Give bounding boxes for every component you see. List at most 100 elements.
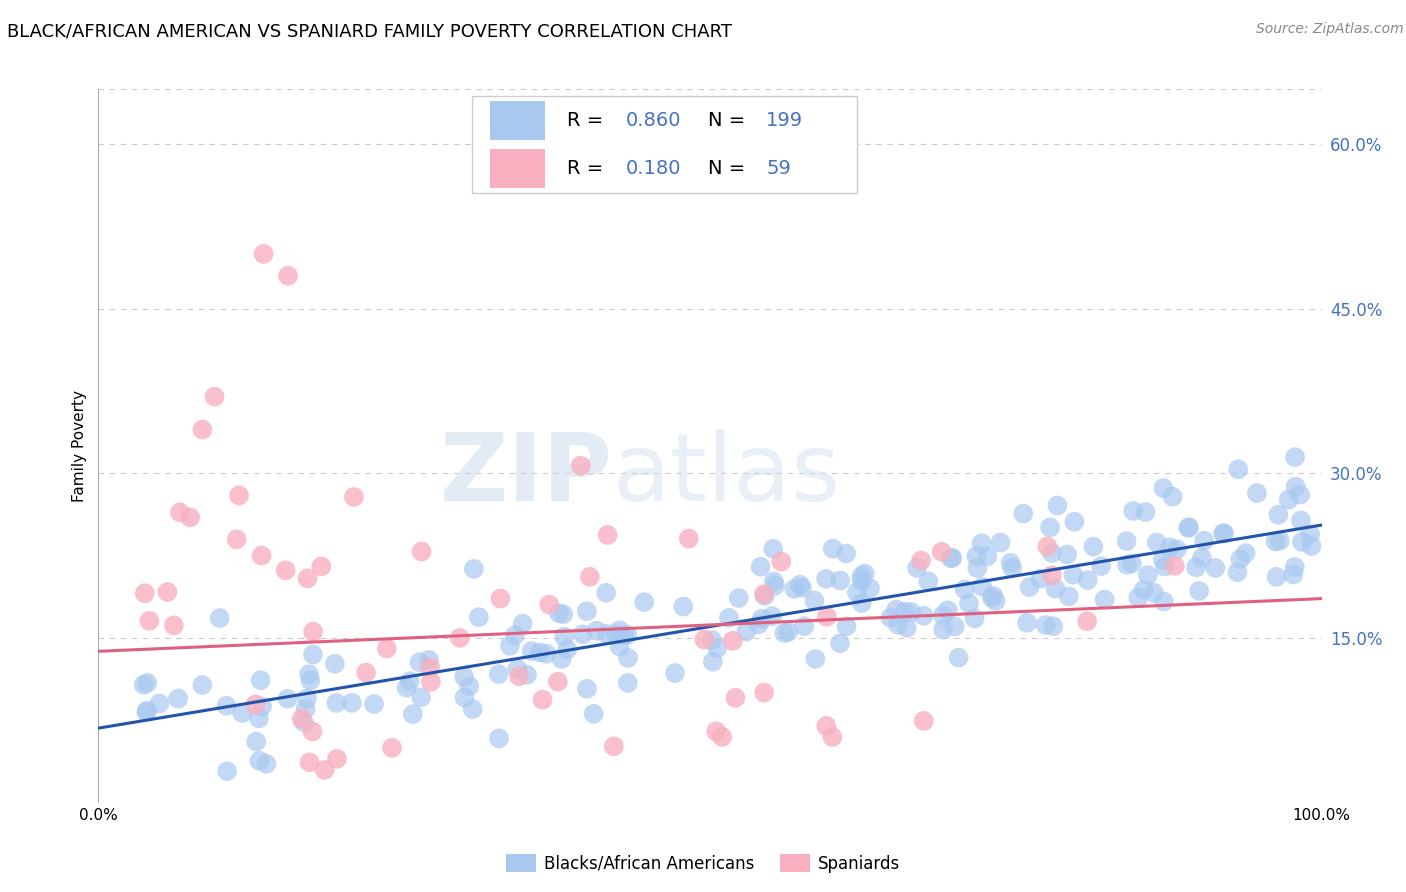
FancyBboxPatch shape xyxy=(489,149,546,188)
Point xyxy=(828,636,851,650)
Y-axis label: Family Poverty: Family Poverty xyxy=(72,390,87,502)
Point xyxy=(617,676,640,690)
Point xyxy=(815,719,838,733)
Point xyxy=(354,665,377,680)
Point xyxy=(550,652,572,666)
Point xyxy=(250,549,273,563)
Point xyxy=(163,618,186,632)
Point xyxy=(616,628,638,642)
Point xyxy=(323,657,346,671)
Point xyxy=(1191,550,1213,565)
Point xyxy=(1229,552,1251,566)
Point xyxy=(148,697,170,711)
Point xyxy=(488,667,510,681)
Point xyxy=(1226,566,1249,580)
Point xyxy=(204,390,226,404)
Point xyxy=(1143,586,1166,600)
Point xyxy=(941,550,963,565)
Point xyxy=(363,697,385,711)
Text: BLACK/AFRICAN AMERICAN VS SPANIARD FAMILY POVERTY CORRELATION CHART: BLACK/AFRICAN AMERICAN VS SPANIARD FAMIL… xyxy=(7,22,733,40)
Point xyxy=(1284,450,1306,464)
Point xyxy=(1192,533,1215,548)
Point xyxy=(821,541,844,556)
Point xyxy=(762,574,785,589)
Point xyxy=(1040,546,1063,560)
Point xyxy=(297,571,319,585)
Point xyxy=(815,572,838,586)
Point xyxy=(953,582,976,597)
Point xyxy=(910,553,932,567)
Point xyxy=(879,610,901,624)
Point xyxy=(859,582,882,596)
Point xyxy=(247,711,270,725)
Point xyxy=(1289,513,1312,527)
Point xyxy=(984,594,1007,608)
Point xyxy=(804,652,827,666)
Point xyxy=(503,628,526,642)
Point xyxy=(851,569,873,583)
Point xyxy=(228,488,250,502)
Point xyxy=(1265,570,1288,584)
Point xyxy=(1122,504,1144,518)
Point xyxy=(835,546,858,560)
Point xyxy=(575,681,598,696)
Point xyxy=(250,699,273,714)
Point xyxy=(277,691,299,706)
Text: 0.860: 0.860 xyxy=(626,111,681,130)
Point xyxy=(595,586,617,600)
Point xyxy=(1159,541,1181,555)
Point xyxy=(553,630,575,644)
Point xyxy=(506,662,529,676)
Point xyxy=(1164,559,1187,574)
Point xyxy=(340,696,363,710)
Point xyxy=(375,641,398,656)
Point xyxy=(156,585,179,599)
Point xyxy=(1161,490,1184,504)
Point xyxy=(948,650,970,665)
Point xyxy=(516,668,538,682)
Point xyxy=(1001,561,1024,575)
Point xyxy=(851,596,873,610)
Point xyxy=(1000,556,1022,570)
Point xyxy=(1018,580,1040,594)
Point xyxy=(1042,619,1064,633)
Point xyxy=(1213,526,1236,541)
Point xyxy=(851,574,873,588)
Point xyxy=(965,549,987,564)
Point xyxy=(453,670,475,684)
Point xyxy=(217,764,239,779)
Point xyxy=(458,679,481,693)
Point xyxy=(314,763,336,777)
Point xyxy=(932,623,955,637)
Point xyxy=(408,655,430,669)
Point xyxy=(603,739,626,754)
Point xyxy=(939,551,962,566)
Point xyxy=(411,690,433,705)
Point xyxy=(1076,614,1098,628)
Point xyxy=(179,510,201,524)
Point xyxy=(569,458,592,473)
Point xyxy=(1301,539,1323,553)
Point xyxy=(1284,560,1306,574)
Point xyxy=(1128,591,1150,605)
Point xyxy=(980,591,1002,605)
Point xyxy=(853,566,876,581)
Point xyxy=(167,691,190,706)
Point xyxy=(343,490,366,504)
Point xyxy=(963,611,986,625)
Point xyxy=(1015,615,1038,630)
Point xyxy=(605,627,627,641)
Point xyxy=(1153,594,1175,608)
Point xyxy=(1204,561,1226,575)
Point xyxy=(1246,486,1268,500)
Point xyxy=(613,628,636,642)
Point xyxy=(700,633,723,648)
Point xyxy=(290,712,312,726)
Point xyxy=(311,559,333,574)
Text: R =: R = xyxy=(567,111,609,130)
Point xyxy=(277,268,299,283)
Point xyxy=(582,706,605,721)
Point xyxy=(245,734,267,748)
Point xyxy=(893,605,915,619)
Point xyxy=(702,655,724,669)
